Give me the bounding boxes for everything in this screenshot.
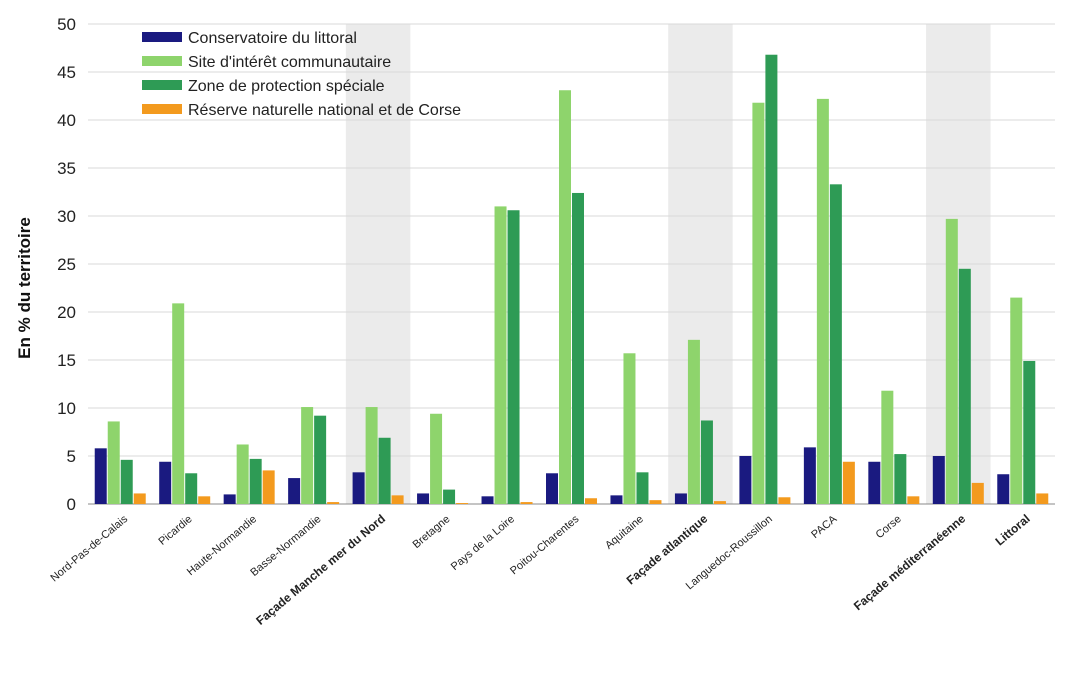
bar	[443, 489, 456, 504]
legend-entry: Site d'intérêt communautaire	[188, 54, 391, 71]
bar	[894, 454, 907, 504]
bar	[198, 496, 211, 504]
x-tick-label: Nord-Pas-de-Calais	[48, 513, 130, 585]
bar	[881, 390, 894, 504]
y-axis-ticks: 0 5 10 15 20 25 30 35 40 45 50	[57, 15, 76, 514]
x-tick-label: Bretagne	[411, 513, 453, 551]
bars	[94, 54, 1049, 505]
x-tick-label: Corse	[874, 513, 904, 541]
bar	[288, 478, 301, 504]
x-tick-label: Haute-Normandie	[185, 513, 259, 578]
bar	[1010, 297, 1023, 504]
bar	[107, 421, 120, 504]
bar	[430, 413, 443, 504]
bar	[958, 268, 971, 504]
bar	[1036, 493, 1049, 504]
legend-swatch	[142, 56, 182, 66]
bar	[352, 472, 365, 504]
legend: Conservatoire du littoral Site d'intérêt …	[142, 30, 461, 119]
x-tick-label: Façade méditerranéenne	[851, 511, 969, 613]
x-tick-label: PACA	[809, 513, 840, 541]
bar	[262, 470, 275, 504]
bar	[636, 472, 649, 504]
y-tick-label: 20	[57, 303, 76, 322]
y-tick-label: 40	[57, 111, 76, 130]
bar	[417, 493, 430, 504]
y-tick-label: 25	[57, 255, 76, 274]
x-tick-label: Pays de la Loire	[449, 513, 517, 573]
bar	[739, 456, 752, 504]
gridlines	[88, 23, 1055, 505]
bar	[1023, 360, 1036, 504]
legend-entry: Zone de protection spéciale	[188, 78, 385, 95]
bar	[816, 98, 829, 504]
bar	[907, 496, 920, 504]
bar	[327, 502, 340, 504]
bar	[159, 461, 172, 504]
x-tick-label: Littoral	[993, 512, 1033, 549]
y-tick-label: 50	[57, 15, 76, 34]
bar	[778, 497, 791, 504]
bar	[803, 447, 816, 504]
bar	[456, 503, 469, 504]
bar	[185, 473, 198, 504]
y-tick-label: 35	[57, 159, 76, 178]
y-tick-label: 15	[57, 351, 76, 370]
y-tick-label: 0	[67, 495, 76, 514]
x-tick-label: Façade Manche mer du Nord	[253, 512, 388, 628]
bar	[585, 498, 597, 504]
bar	[249, 458, 262, 504]
bar	[623, 353, 636, 504]
bar	[649, 500, 662, 504]
bar	[687, 339, 700, 504]
bar	[559, 90, 571, 505]
bar	[172, 303, 185, 504]
bar	[945, 218, 958, 504]
y-tick-label: 45	[57, 63, 76, 82]
legend-swatch	[142, 32, 182, 42]
legend-entry: Réserve naturelle national et de Corse	[188, 102, 461, 119]
x-tick-label: Picardie	[156, 513, 194, 548]
bar	[829, 184, 842, 504]
bar	[842, 461, 855, 504]
bar	[301, 407, 314, 504]
legend-swatch	[142, 80, 182, 90]
bar	[868, 461, 881, 504]
x-tick-label: Aquitaine	[603, 513, 646, 552]
bar	[94, 448, 107, 504]
x-axis-ticks: Nord-Pas-de-Calais PicardieHaute-Normandi…	[48, 511, 1032, 627]
bar	[507, 210, 520, 505]
bar	[236, 444, 249, 504]
bar	[391, 495, 404, 504]
bar	[546, 473, 558, 504]
bar	[494, 206, 507, 504]
legend-swatch	[142, 104, 182, 114]
bar	[572, 192, 584, 504]
y-tick-label: 5	[67, 447, 76, 466]
legend-entry: Conservatoire du littoral	[188, 30, 357, 47]
bar	[133, 493, 146, 504]
bar	[713, 501, 726, 504]
bar	[700, 420, 713, 504]
bar	[932, 456, 945, 504]
bar	[765, 54, 778, 504]
y-tick-label: 10	[57, 399, 76, 418]
y-tick-label: 30	[57, 207, 76, 226]
bar	[481, 496, 494, 504]
bar	[752, 102, 765, 504]
bar	[610, 495, 623, 504]
bar	[378, 437, 391, 504]
y-axis-label: En % du territoire	[15, 217, 34, 359]
bar	[223, 494, 236, 504]
bar	[674, 493, 687, 504]
bar	[520, 502, 533, 504]
bar	[365, 407, 378, 504]
bar	[971, 482, 984, 504]
x-tick-label: Poitou-Charentes	[508, 513, 582, 578]
bar	[997, 474, 1010, 504]
bar	[120, 459, 133, 504]
bar	[314, 415, 327, 504]
